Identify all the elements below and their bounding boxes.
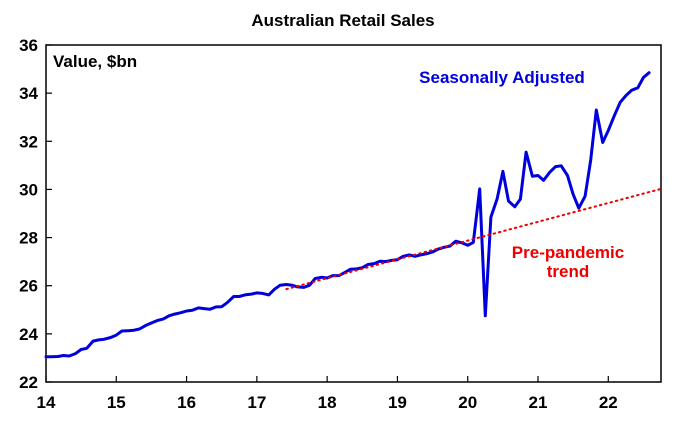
- y-tick-label: 28: [19, 229, 38, 248]
- plot-area: [45, 44, 662, 383]
- unit-label: Value, $bn: [53, 52, 137, 71]
- x-tick-label: 15: [107, 393, 126, 412]
- x-tick-label: 17: [247, 393, 266, 412]
- y-tick-label: 34: [19, 84, 38, 103]
- seasonally-adjusted-series-line: [44, 71, 651, 359]
- y-tick-label: 26: [19, 277, 38, 296]
- x-tick-label: 18: [318, 393, 337, 412]
- y-tick-label: 32: [19, 132, 38, 151]
- plot-frame: [45, 44, 662, 383]
- x-axis: 14 15 16 17 18 19 20 21 22: [37, 376, 618, 412]
- x-tick-label: 22: [599, 393, 618, 412]
- pre-pandemic-trend-label-line1: Pre-pandemic: [512, 243, 624, 262]
- x-tick-label: 20: [458, 393, 477, 412]
- seasonally-adjusted-label: Seasonally Adjusted: [419, 68, 585, 87]
- x-tick-label: 19: [388, 393, 407, 412]
- chart-title: Australian Retail Sales: [251, 11, 434, 30]
- pre-pandemic-trend-label-line2: trend: [547, 262, 590, 281]
- series-layer: [44, 71, 662, 359]
- x-tick-label: 16: [177, 393, 196, 412]
- y-tick-label: 24: [19, 325, 38, 344]
- y-axis: 22 24 26 28 30 32 34 36: [19, 36, 52, 392]
- y-tick-label: 22: [19, 373, 38, 392]
- pre-pandemic-trend-line: [285, 187, 662, 291]
- x-tick-label: 21: [529, 393, 548, 412]
- y-tick-label: 30: [19, 180, 38, 199]
- y-tick-label: 36: [19, 36, 38, 55]
- x-tick-label: 14: [37, 393, 56, 412]
